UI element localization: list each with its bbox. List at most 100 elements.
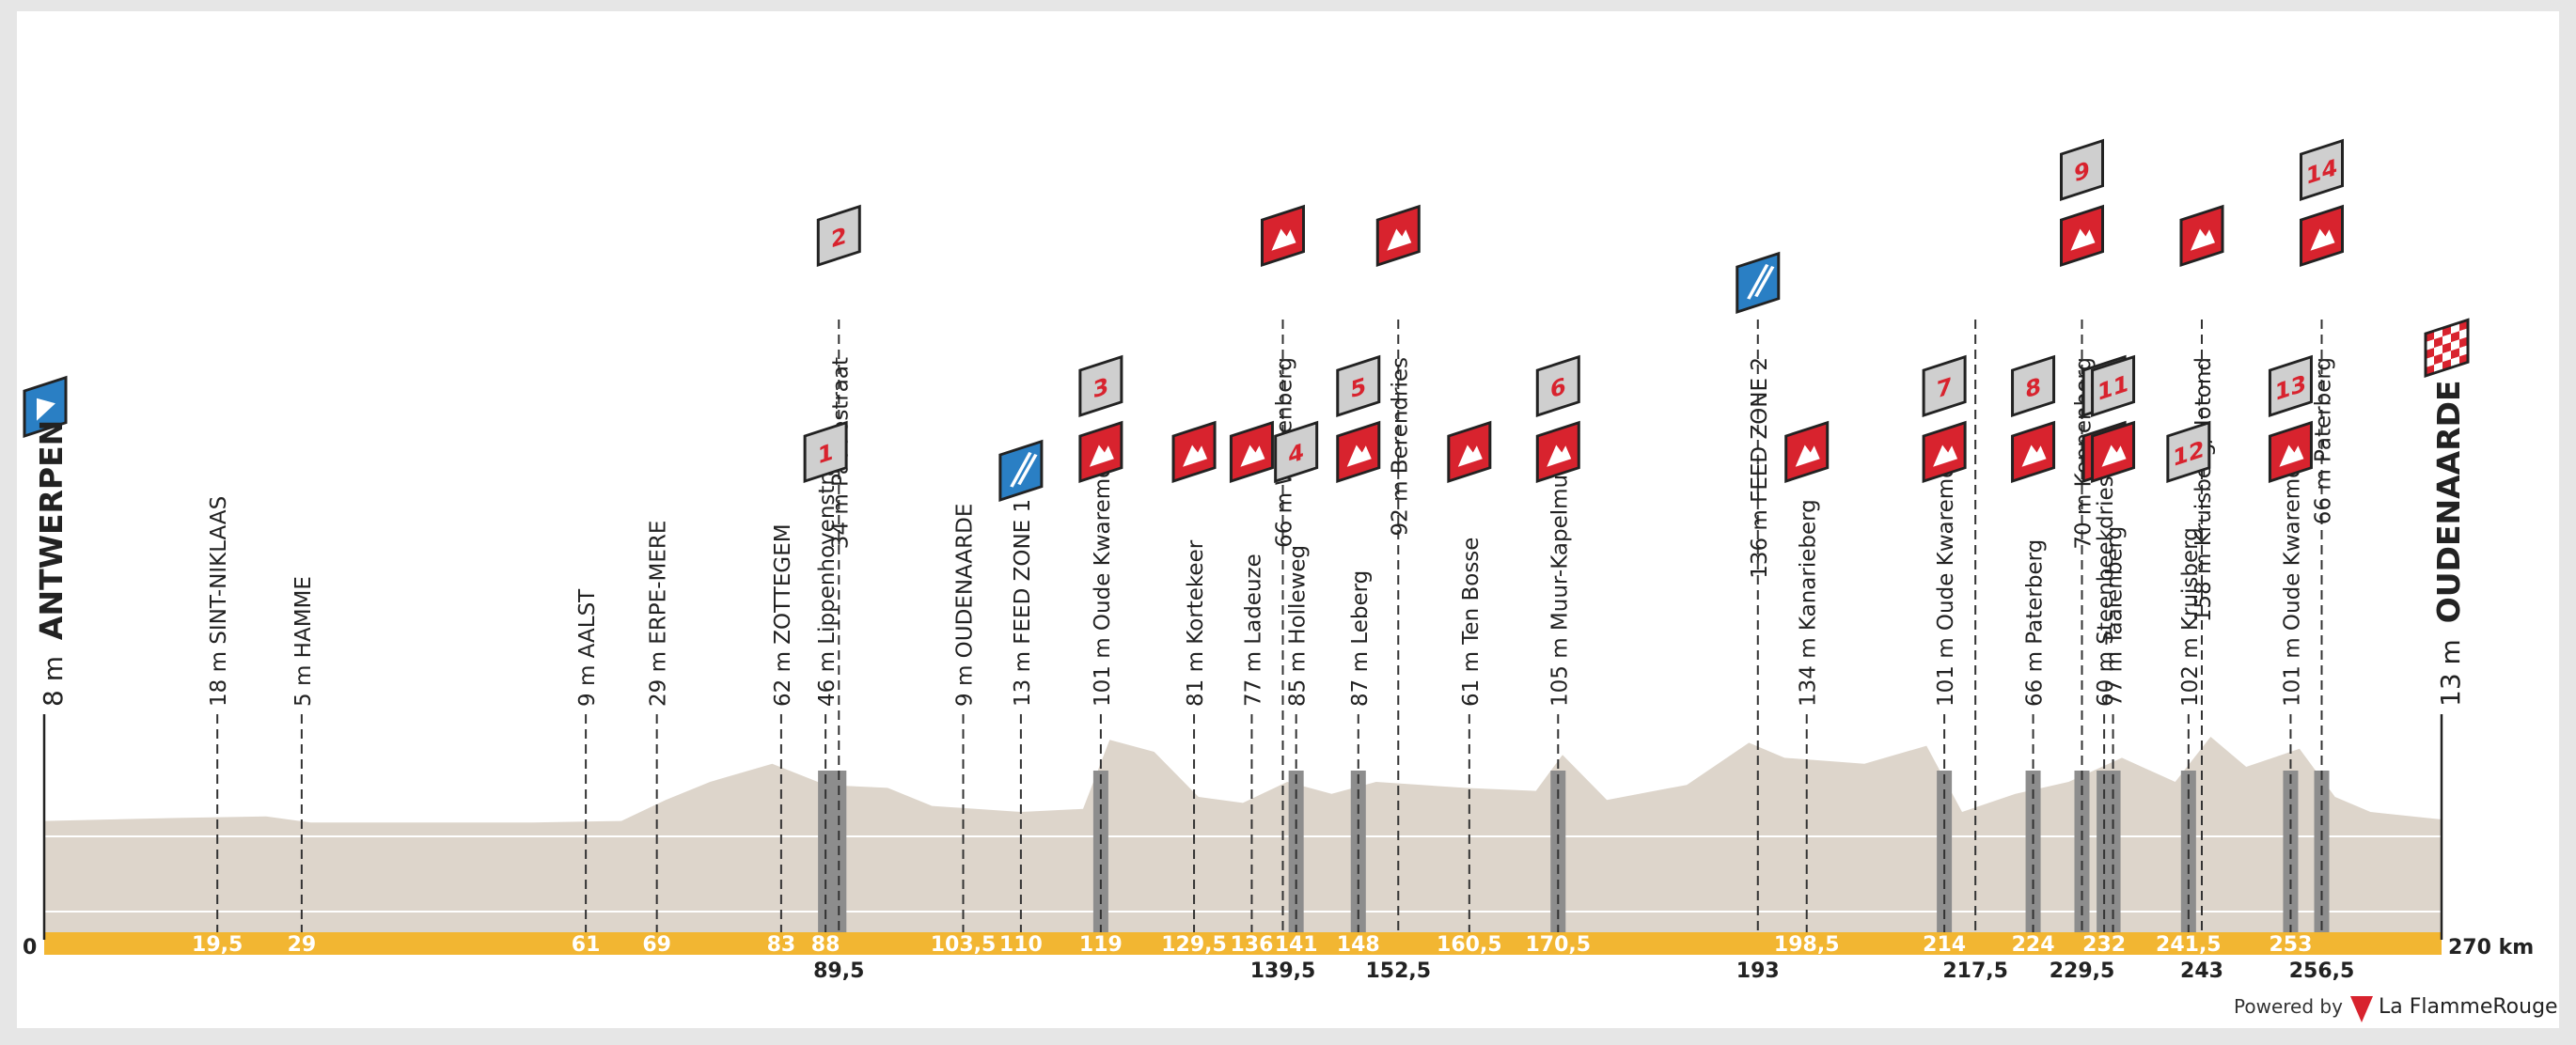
place-label: 77 m Taaienberg [2103, 526, 2128, 707]
km-label: 229,5 [2050, 959, 2115, 983]
place-label: 158 m Kruisberg/Hotond [2191, 357, 2216, 622]
km-label: 170,5 [1525, 933, 1591, 957]
place-label: 105 m Muur-Kapelmuur [1547, 451, 1572, 707]
powered-by: Powered by [2234, 995, 2343, 1018]
climb-icon [1171, 420, 1217, 483]
km-label: 214 [1923, 933, 1966, 957]
flamme-rouge-logo-icon [2350, 996, 2373, 1022]
climb-icon [1261, 204, 1305, 267]
cobble-sector-badge: 9 [2060, 138, 2104, 201]
place-label: 61 m Ten Bosse [1459, 538, 1484, 707]
climb-icon [1078, 420, 1123, 483]
start-label: 8 m ANTWERPEN [33, 420, 70, 707]
km-label: 198,5 [1774, 933, 1840, 957]
km-label: 253 [2269, 933, 2312, 957]
km-label: 256,5 [2289, 959, 2355, 983]
axis-start-label: 0 [23, 936, 37, 959]
climb-icon [1336, 420, 1381, 483]
cobble-sector-number: 7 [1937, 372, 1953, 404]
place-label: 102 m Kruisberg [2178, 527, 2203, 707]
finish-block: 13 m OUDENAARDE 270 km [2424, 318, 2534, 959]
dashed-leaders [216, 320, 2323, 932]
cobble-sector-number: 4 [1288, 438, 1304, 470]
place-label: 81 m Kortekeer [1184, 539, 1208, 707]
place-label: 85 m Holleweg [1286, 545, 1311, 707]
climb-icon [2091, 420, 2136, 483]
brand: La FlammeRouge [2379, 995, 2558, 1019]
km-label: 19,5 [192, 933, 243, 957]
climb-icon [1784, 420, 1830, 483]
km-label: 160,5 [1437, 933, 1502, 957]
place-label: 101 m Oude Kwaremont [1934, 443, 1958, 707]
climb-icon [2179, 204, 2224, 267]
place-label: 9 m OUDENAARDE [953, 504, 978, 707]
cobble-sector-number: 8 [2025, 372, 2041, 404]
place-label: 29 m ERPE-MERE [647, 521, 671, 707]
place-label: 18 m SINT-NIKLAAS [207, 496, 231, 707]
finish-altitude: 13 m [2435, 639, 2466, 707]
place-label: 62 m ZOTTEGEM [771, 523, 795, 707]
distance-bar [44, 932, 2442, 955]
cobble-sector-number: 3 [1093, 372, 1109, 404]
km-label: 241,5 [2156, 933, 2222, 957]
start-block: 8 m ANTWERPEN 0 [23, 375, 70, 959]
place-label: 92 m Berendries [1388, 357, 1412, 536]
km-label: 141 [1275, 933, 1318, 957]
climb-icon [2300, 204, 2344, 267]
cobble-sector-badge: 11 [2091, 354, 2136, 417]
cobble-sector-badge: 5 [1336, 354, 1381, 417]
place-label: 13 m FEED ZONE 1 [1011, 499, 1035, 707]
km-label: 152,5 [1365, 959, 1431, 983]
place-label: 60 m Steenbeekdries [2094, 476, 2118, 707]
climb-icon [2060, 204, 2104, 267]
km-label: 139,5 [1250, 959, 1316, 983]
km-label: 129,5 [1161, 933, 1227, 957]
place-label: 66 m Paterberg [2312, 357, 2336, 524]
place-label: 101 m Oude Kwaremont [1091, 443, 1115, 707]
km-label: 232 [2082, 933, 2126, 957]
climb-icon [2011, 420, 2056, 483]
km-label: 69 [642, 933, 671, 957]
place-label: 77 m Ladeuze [1241, 554, 1265, 707]
place-label: 87 m Leberg [1348, 570, 1373, 707]
km-label: 110 [999, 933, 1043, 957]
climb-icon [1447, 420, 1492, 483]
cobble-sector-badge: 13 [2268, 354, 2313, 417]
km-label: 83 [767, 933, 796, 957]
markers: 1234567891011121314 [803, 138, 2344, 502]
km-label: 224 [2012, 933, 2055, 957]
cobble-sector-badge: 6 [1535, 354, 1580, 417]
cobble-sector-badge: 12 [2166, 420, 2211, 483]
cobble-sector-badge: 4 [1274, 420, 1319, 483]
finish-name: OUDENAARDE [2430, 380, 2467, 623]
feed-zone-icon [998, 439, 1044, 502]
start-altitude: 8 m [38, 656, 69, 707]
km-label: 136 [1230, 933, 1273, 957]
cobble-sector-badge: 3 [1078, 354, 1123, 417]
footer: Powered by La FlammeRouge [2234, 995, 2558, 1022]
cobble-sector-badge: 14 [2300, 138, 2344, 201]
play-flag-icon [23, 375, 68, 438]
place-label: 66 m Paterberg [2023, 539, 2048, 707]
finish-label: 13 m OUDENAARDE [2430, 380, 2467, 707]
profile-silhouette [44, 737, 2442, 932]
cobble-sector-number: 1 [818, 438, 834, 470]
km-label: 29 [288, 933, 317, 957]
cobble-sector-badge: 8 [2011, 354, 2056, 417]
axis-end-label: 270 km [2448, 936, 2534, 959]
feed-zone-icon [1736, 251, 1781, 314]
km-label: 103,5 [931, 933, 997, 957]
place-labels: 18 m SINT-NIKLAAS 5 m HAMME 9 m AALST 29 m … [207, 357, 2335, 707]
place-label: 9 m AALST [575, 588, 600, 707]
climb-icon [1922, 420, 1967, 483]
km-label: 61 [572, 933, 601, 957]
cobble-sector-badge: 7 [1922, 354, 1967, 417]
km-label: 217,5 [1942, 959, 2008, 983]
cobble-sector-number: 2 [831, 222, 847, 254]
elevation-profile [44, 737, 2442, 932]
cobble-sector-number: 9 [2074, 156, 2090, 188]
km-label: 119 [1079, 933, 1123, 957]
cobble-sector-badge: 2 [816, 204, 861, 267]
place-label: 46 m Lippenhovenstraat [815, 442, 840, 707]
